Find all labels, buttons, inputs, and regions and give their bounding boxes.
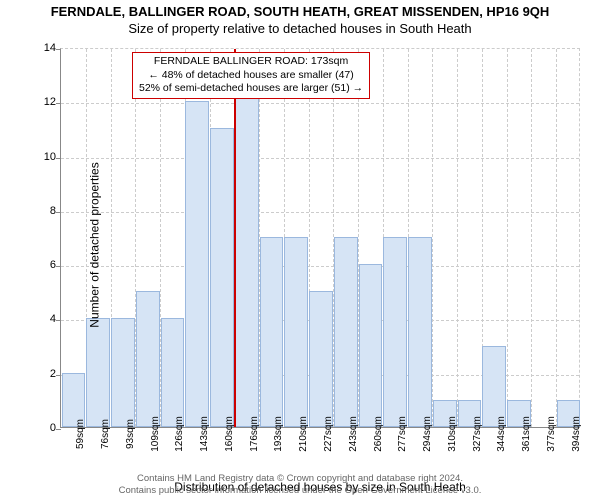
ytick-label: 0 xyxy=(26,422,56,434)
xtick-label: 310sqm xyxy=(447,416,458,452)
annotation-line2: ← 48% of detached houses are smaller (47… xyxy=(139,69,363,83)
footer: Contains HM Land Registry data © Crown c… xyxy=(0,473,600,496)
xtick-label: 243sqm xyxy=(348,416,359,452)
ytick-mark xyxy=(56,212,61,213)
ytick-label: 10 xyxy=(26,151,56,163)
ytick-label: 12 xyxy=(26,96,56,108)
ytick-label: 14 xyxy=(26,42,56,54)
title-sub: Size of property relative to detached ho… xyxy=(0,19,600,36)
histogram-bar xyxy=(185,101,209,427)
gridline-v xyxy=(457,49,458,427)
xtick-label: 344sqm xyxy=(496,416,507,452)
histogram-bar xyxy=(383,237,407,427)
xtick-label: 176sqm xyxy=(249,416,260,452)
xtick-label: 361sqm xyxy=(521,416,532,452)
marker-annotation: FERNDALE BALLINGER ROAD: 173sqm ← 48% of… xyxy=(132,52,370,99)
gridline-v xyxy=(432,49,433,427)
gridline-h xyxy=(61,103,579,104)
histogram-bar xyxy=(136,291,160,427)
xtick-label: 109sqm xyxy=(150,416,161,452)
xtick-label: 143sqm xyxy=(199,416,210,452)
ytick-label: 6 xyxy=(26,259,56,271)
xtick-label: 277sqm xyxy=(397,416,408,452)
ytick-mark xyxy=(56,429,61,430)
ytick-mark xyxy=(56,49,61,50)
xtick-label: 93sqm xyxy=(125,419,136,449)
xtick-label: 394sqm xyxy=(571,416,582,452)
histogram-bar xyxy=(359,264,383,427)
gridline-v xyxy=(556,49,557,427)
ytick-label: 8 xyxy=(26,205,56,217)
histogram-bar xyxy=(408,237,432,427)
xtick-label: 377sqm xyxy=(546,416,557,452)
histogram-bar xyxy=(210,128,234,427)
footer-line1: Contains HM Land Registry data © Crown c… xyxy=(0,473,600,484)
xtick-label: 193sqm xyxy=(273,416,284,452)
xtick-label: 327sqm xyxy=(472,416,483,452)
ytick-mark xyxy=(56,103,61,104)
xtick-label: 227sqm xyxy=(323,416,334,452)
gridline-h xyxy=(61,158,579,159)
histogram-bar xyxy=(86,318,110,427)
plot-region xyxy=(60,48,580,428)
xtick-label: 59sqm xyxy=(75,419,86,449)
gridline-v xyxy=(531,49,532,427)
histogram-bar xyxy=(309,291,333,427)
title-main: FERNDALE, BALLINGER ROAD, SOUTH HEATH, G… xyxy=(0,0,600,19)
y-axis-label: Number of detached properties xyxy=(88,162,102,327)
histogram-bar xyxy=(111,318,135,427)
chart-container: FERNDALE, BALLINGER ROAD, SOUTH HEATH, G… xyxy=(0,0,600,500)
chart-area: Number of detached properties Distributi… xyxy=(60,48,580,428)
histogram-bar xyxy=(334,237,358,427)
gridline-v xyxy=(507,49,508,427)
histogram-bar xyxy=(161,318,185,427)
annotation-line1: FERNDALE BALLINGER ROAD: 173sqm xyxy=(139,55,363,69)
xtick-label: 160sqm xyxy=(224,416,235,452)
gridline-h xyxy=(61,212,579,213)
ytick-mark xyxy=(56,375,61,376)
gridline-h xyxy=(61,266,579,267)
xtick-label: 260sqm xyxy=(373,416,384,452)
histogram-bar xyxy=(235,74,259,427)
histogram-bar xyxy=(284,237,308,427)
footer-line2: Contains public sector information licen… xyxy=(0,485,600,496)
ytick-mark xyxy=(56,320,61,321)
xtick-label: 210sqm xyxy=(298,416,309,452)
ytick-mark xyxy=(56,266,61,267)
ytick-label: 4 xyxy=(26,313,56,325)
xtick-label: 294sqm xyxy=(422,416,433,452)
histogram-bar xyxy=(482,346,506,427)
histogram-bar xyxy=(260,237,284,427)
xtick-label: 126sqm xyxy=(174,416,185,452)
ytick-label: 2 xyxy=(26,368,56,380)
annotation-line3: 52% of semi-detached houses are larger (… xyxy=(139,82,363,96)
xtick-label: 76sqm xyxy=(100,419,111,449)
marker-line xyxy=(234,49,236,427)
ytick-mark xyxy=(56,158,61,159)
